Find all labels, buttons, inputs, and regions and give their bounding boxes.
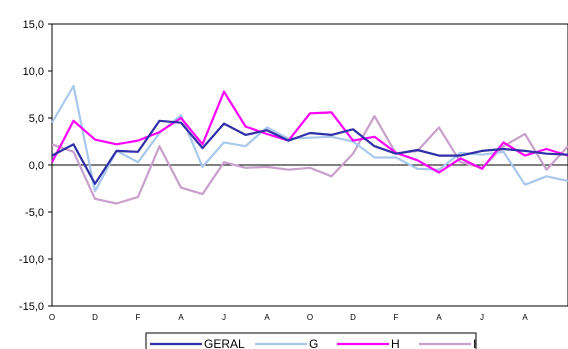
legend-label-h: H — [391, 337, 400, 349]
x-tick-label: A — [522, 313, 528, 322]
x-tick-label: D — [350, 313, 356, 322]
y-tick-label: -15,0 — [19, 301, 44, 313]
series-line-h — [51, 90, 568, 174]
legend-box — [145, 332, 477, 349]
legend-label-geral: GERAL — [204, 337, 245, 349]
series-line-geral — [51, 119, 568, 185]
x-tick-label: O — [307, 313, 313, 322]
y-tick-label: 15,0 — [23, 19, 44, 31]
series-lines — [51, 84, 568, 205]
series-line-g — [51, 84, 568, 193]
x-tick-label: J — [480, 313, 484, 322]
y-tick-label: -10,0 — [19, 254, 44, 266]
legend-label-i: I — [473, 337, 476, 349]
x-tick-label: O — [49, 313, 55, 322]
x-tick-label: A — [178, 313, 184, 322]
legend: GERAL G H I — [145, 332, 477, 349]
x-tick-label: F — [394, 313, 399, 322]
y-tick-label: 0,0 — [29, 160, 44, 172]
y-tick-label: 10,0 — [23, 66, 44, 78]
y-tick-label: -5,0 — [25, 207, 44, 219]
y-axis-ticks: 15,0 10,0 5,0 0,0 -5,0 -10,0 -15,0 — [19, 19, 52, 313]
legend-label-g: G — [309, 337, 318, 349]
x-tick-label: A — [264, 313, 270, 322]
x-tick-label: J — [222, 313, 226, 322]
y-tick-label: 5,0 — [29, 113, 44, 125]
x-tick-label: F — [136, 313, 141, 322]
x-tick-label: A — [436, 313, 442, 322]
x-tick-label: D — [92, 313, 98, 322]
